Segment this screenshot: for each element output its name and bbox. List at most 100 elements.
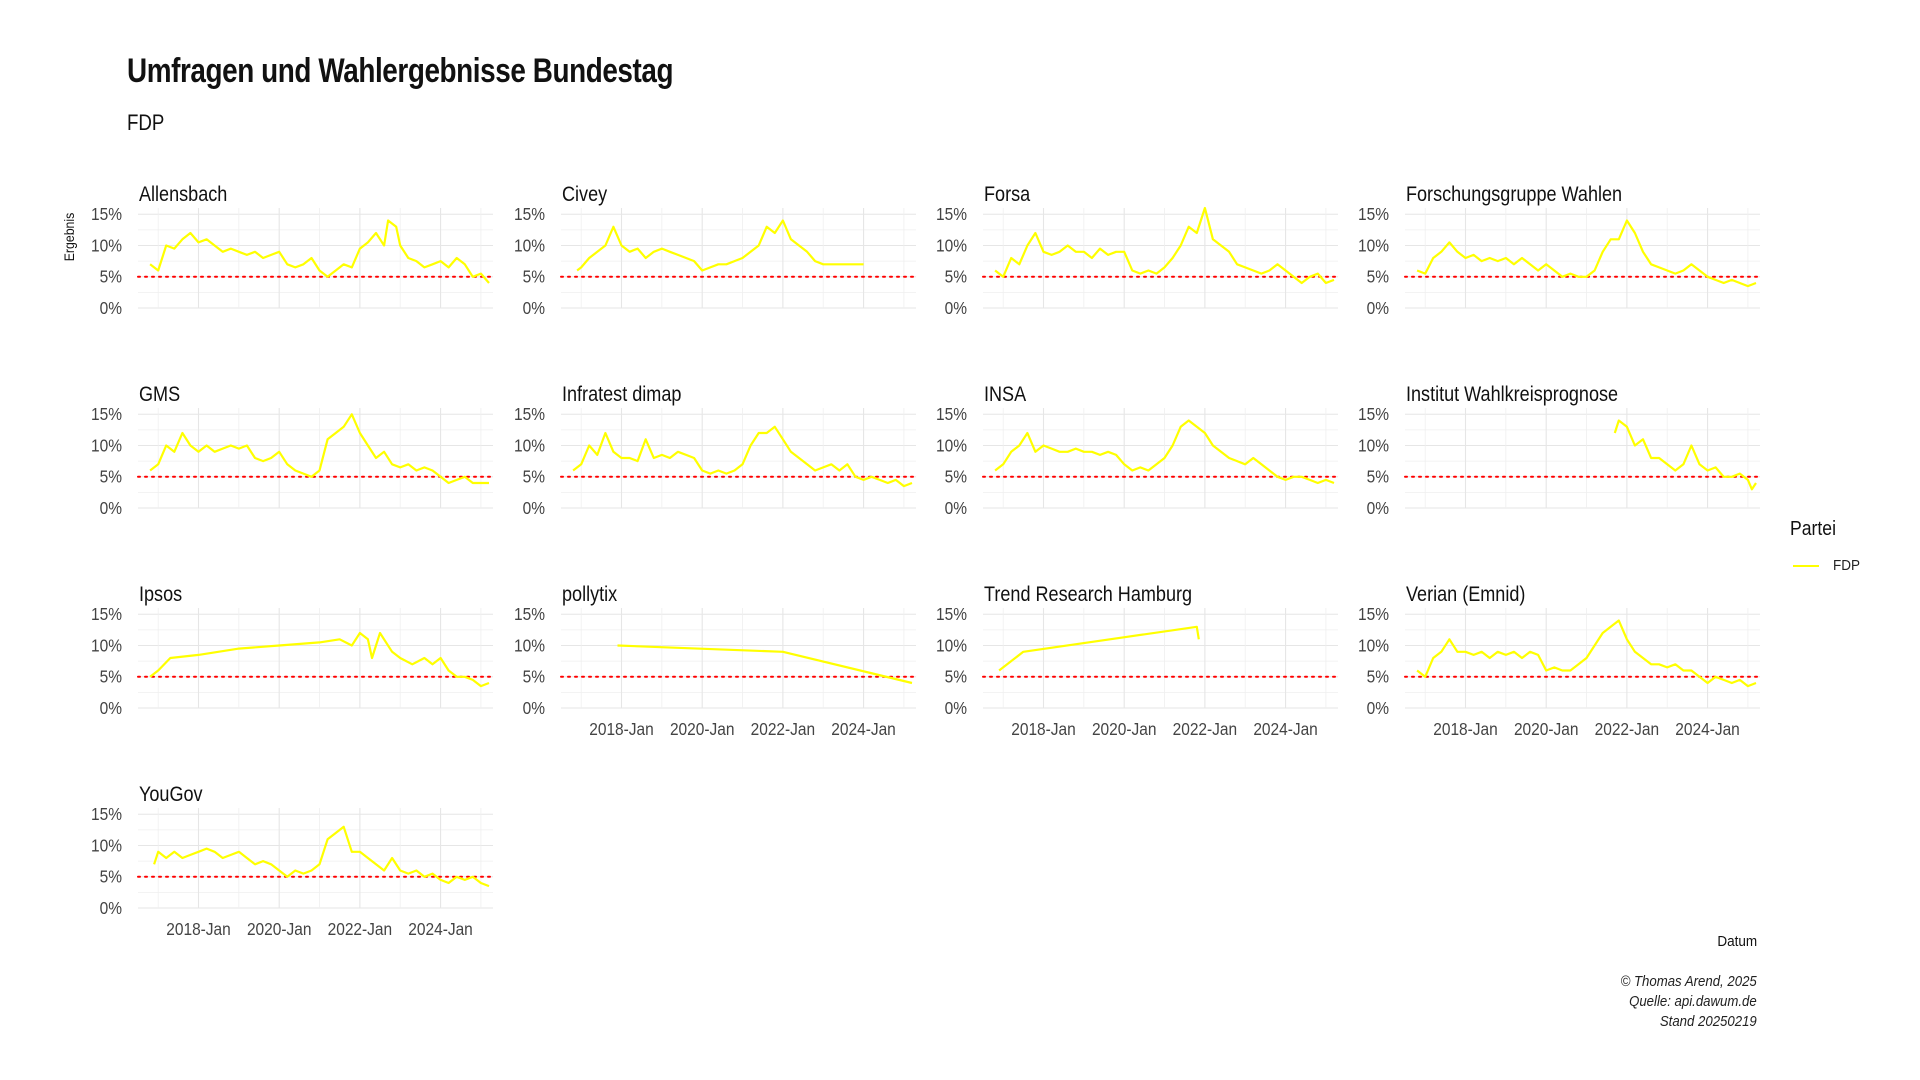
y-tick-label: 10% (514, 235, 545, 255)
y-tick-label: 15% (514, 604, 545, 624)
y-tick-label: 0% (1367, 698, 1389, 718)
legend-title: Partei (1790, 518, 1836, 540)
y-tick-label: 0% (100, 298, 122, 318)
panel-title: Forschungsgruppe Wahlen (1406, 183, 1622, 207)
x-tick-label: 2018-Jan (166, 919, 230, 939)
y-tick-label: 0% (945, 698, 967, 718)
panel-title: Trend Research Hamburg (984, 583, 1192, 607)
panel-verian-emnid: Verian (Emnid) 0% 5% 10% 15% 2018-Jan 2020-Jan… (1358, 583, 1761, 739)
panel-title: GMS (139, 383, 180, 407)
x-tick-label: 2020-Jan (670, 719, 734, 739)
y-tick-label: 0% (523, 698, 545, 718)
y-tick-label: 0% (1367, 298, 1389, 318)
panel-title: Verian (Emnid) (1406, 583, 1525, 607)
panel-ipsos: Ipsos 0% 5% 10% 15% (91, 583, 494, 718)
y-tick-label: 5% (100, 867, 122, 887)
x-tick-label: 2022-Jan (1173, 719, 1237, 739)
y-tick-label: 5% (523, 267, 545, 287)
x-tick-label: 2020-Jan (1514, 719, 1578, 739)
x-tick-label: 2020-Jan (1092, 719, 1156, 739)
y-tick-label: 0% (100, 698, 122, 718)
y-tick-label: 5% (945, 467, 967, 487)
y-tick-label: 5% (100, 667, 122, 687)
y-tick-label: 15% (936, 204, 967, 224)
y-tick-label: 10% (91, 435, 122, 455)
y-tick-label: 0% (100, 498, 122, 518)
series-line-yougov (153, 825, 490, 888)
y-tick-label: 15% (91, 404, 122, 424)
x-tick-label: 2024-Jan (1253, 719, 1317, 739)
chart-title: Umfragen und Wahlergebnisse Bundestag (127, 52, 674, 90)
series-line-civey (576, 219, 864, 272)
y-tick-label: 5% (1367, 267, 1389, 287)
panel-institut-wahlkreisprognose: Institut Wahlkreisprognose 0% 5% 10% 15% (1358, 383, 1761, 518)
series-line-pollytix (617, 644, 913, 685)
legend: Partei FDP (1790, 518, 1863, 574)
panel-title: pollytix (562, 583, 617, 607)
series-line-gms (149, 413, 489, 485)
panel-title: Infratest dimap (562, 383, 682, 407)
y-tick-label: 0% (945, 298, 967, 318)
y-tick-label: 10% (91, 635, 122, 655)
panel-title: Allensbach (139, 183, 227, 207)
x-tick-label: 2018-Jan (589, 719, 653, 739)
y-tick-label: 15% (91, 204, 122, 224)
panel-trend-research-hamburg: Trend Research Hamburg 0% 5% 10% 15% 2018-Jan… (936, 583, 1339, 739)
x-tick-label: 2024-Jan (1675, 719, 1739, 739)
series-line-institut-wahlkreisprognose (1613, 419, 1757, 491)
panel-title: Ipsos (139, 583, 182, 607)
y-tick-label: 10% (936, 635, 967, 655)
panel-civey: Civey 0% 5% 10% 15% (514, 183, 917, 318)
caption-date: Stand 20250219 (1660, 1013, 1757, 1030)
legend-label: FDP (1833, 557, 1860, 574)
y-tick-label: 0% (1367, 498, 1389, 518)
series-line-forschungsgruppe-wahlen (1416, 219, 1757, 288)
y-tick-label: 10% (1358, 235, 1389, 255)
x-tick-label: 2018-Jan (1433, 719, 1497, 739)
panel-gms: GMS 0% 5% 10% 15% (91, 383, 494, 518)
x-tick-label: 2024-Jan (831, 719, 895, 739)
chart-subtitle: FDP (127, 110, 165, 135)
y-tick-label: 15% (514, 404, 545, 424)
y-tick-label: 5% (945, 667, 967, 687)
y-tick-label: 0% (945, 498, 967, 518)
panel-title: Institut Wahlkreisprognose (1406, 383, 1618, 407)
series-line-infratest-dimap (572, 425, 913, 488)
x-axis-title: Datum (1717, 933, 1757, 950)
series-line-allensbach (149, 219, 490, 284)
y-tick-label: 15% (91, 604, 122, 624)
panel-allensbach: Allensbach 0% 5% 10% 15% (91, 183, 494, 318)
y-tick-label: 10% (1358, 635, 1389, 655)
caption-copyright: © Thomas Arend, 2025 (1620, 973, 1757, 990)
y-axis-title: Ergebnis (61, 212, 77, 261)
y-tick-label: 10% (936, 235, 967, 255)
panel-title: INSA (984, 383, 1027, 407)
panel-title: Civey (562, 183, 607, 207)
panel-forsa: Forsa 0% 5% 10% 15% (936, 183, 1339, 318)
y-tick-label: 5% (523, 667, 545, 687)
panel-pollytix: pollytix 0% 5% 10% 15% 2018-Jan 2020-Jan 2022-J… (514, 583, 917, 739)
legend-item-fdp: FDP (1793, 557, 1863, 574)
x-tick-label: 2022-Jan (328, 919, 392, 939)
y-tick-label: 5% (1367, 667, 1389, 687)
y-tick-label: 15% (514, 204, 545, 224)
y-tick-label: 10% (514, 635, 545, 655)
panel-insa: INSA 0% 5% 10% 15% (936, 383, 1339, 518)
x-tick-label: 2024-Jan (408, 919, 472, 939)
series-line-forsa (994, 206, 1335, 285)
y-tick-label: 5% (1367, 467, 1389, 487)
x-tick-label: 2022-Jan (1595, 719, 1659, 739)
panel-infratest-dimap: Infratest dimap 0% 5% 10% 15% (514, 383, 917, 518)
y-tick-label: 15% (1358, 404, 1389, 424)
panel-title: Forsa (984, 183, 1030, 207)
y-tick-label: 15% (936, 404, 967, 424)
legend-line-swatch (1793, 564, 1819, 567)
caption: © Thomas Arend, 2025 Quelle: api.dawum.d… (1621, 972, 1757, 1032)
y-tick-label: 10% (1358, 435, 1389, 455)
y-tick-label: 5% (100, 267, 122, 287)
panel-title: YouGov (139, 783, 203, 807)
x-tick-label: 2022-Jan (751, 719, 815, 739)
series-line-ipsos (149, 631, 490, 688)
y-tick-label: 15% (1358, 604, 1389, 624)
series-line-insa (994, 419, 1335, 485)
